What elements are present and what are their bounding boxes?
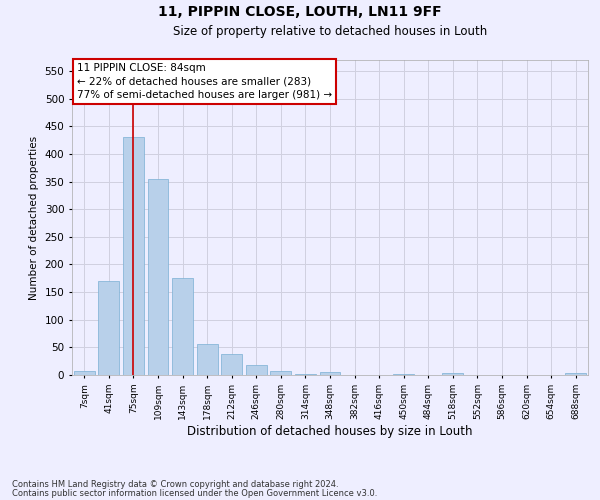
Text: Contains public sector information licensed under the Open Government Licence v3: Contains public sector information licen… <box>12 489 377 498</box>
Bar <box>393 374 414 375</box>
Bar <box>442 374 463 375</box>
Y-axis label: Number of detached properties: Number of detached properties <box>29 136 39 300</box>
Bar <box>98 281 119 375</box>
Text: Contains HM Land Registry data © Crown copyright and database right 2024.: Contains HM Land Registry data © Crown c… <box>12 480 338 489</box>
X-axis label: Distribution of detached houses by size in Louth: Distribution of detached houses by size … <box>187 424 473 438</box>
Title: Size of property relative to detached houses in Louth: Size of property relative to detached ho… <box>173 25 487 38</box>
Bar <box>295 374 316 375</box>
Bar <box>74 370 95 375</box>
Bar <box>320 372 340 375</box>
Bar <box>246 365 267 375</box>
Bar <box>565 374 586 375</box>
Text: 11, PIPPIN CLOSE, LOUTH, LN11 9FF: 11, PIPPIN CLOSE, LOUTH, LN11 9FF <box>158 5 442 19</box>
Bar <box>221 354 242 375</box>
Text: 11 PIPPIN CLOSE: 84sqm
← 22% of detached houses are smaller (283)
77% of semi-de: 11 PIPPIN CLOSE: 84sqm ← 22% of detached… <box>77 63 332 100</box>
Bar <box>197 344 218 375</box>
Bar <box>271 370 292 375</box>
Bar <box>172 278 193 375</box>
Bar <box>123 138 144 375</box>
Bar <box>148 179 169 375</box>
